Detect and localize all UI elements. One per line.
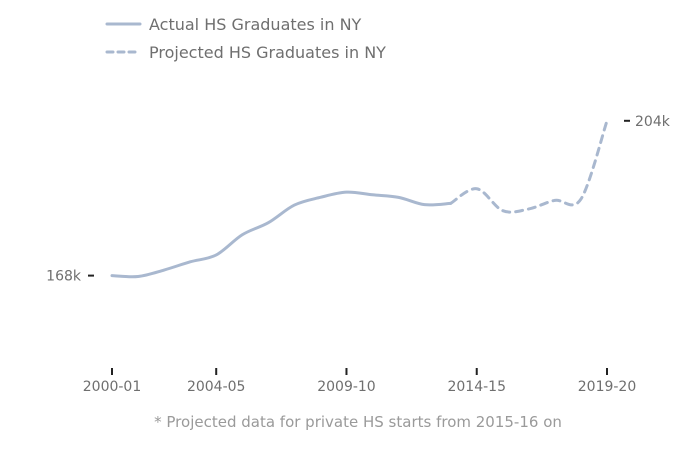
- legend-label-projected: Projected HS Graduates in NY: [149, 43, 386, 62]
- x-axis-tick-label-2014-15: 2014-15: [447, 379, 506, 395]
- endpoint-markers: 168k 204k: [46, 114, 671, 285]
- x-axis-tick-label-2019-20: 2019-20: [578, 379, 637, 395]
- data-point-projected-2018-19: [577, 195, 585, 203]
- data-point-projected-2019-20: [603, 117, 611, 125]
- data-point-actual-2012-13: [421, 201, 429, 209]
- data-point-projected-2016-17: [525, 205, 533, 213]
- series-line-projected: [449, 119, 609, 214]
- data-point-actual-2004-05: [212, 251, 220, 259]
- end-value-label: 204k: [635, 114, 671, 130]
- data-point-actual-2005-06: [238, 231, 246, 239]
- x-axis-tick-label-2009-10: 2009-10: [317, 379, 376, 395]
- series-line-actual: [110, 190, 453, 279]
- footnote: * Projected data for private HS starts f…: [154, 413, 562, 431]
- legend-label-actual: Actual HS Graduates in NY: [149, 15, 362, 34]
- data-point-projected-2015-16: [499, 207, 507, 215]
- legend: Actual HS Graduates in NY Projected HS G…: [105, 15, 386, 62]
- data-point-projected-2014-15: [473, 185, 481, 193]
- start-value-label: 168k: [46, 269, 82, 285]
- data-point-actual-2001-02: [134, 272, 142, 280]
- data-point-actual-2011-12: [395, 193, 403, 201]
- data-point-actual-2010-11: [369, 191, 377, 199]
- data-point-projected-2013-14: [447, 199, 455, 207]
- x-axis-tick-label-2004-05: 2004-05: [187, 379, 246, 395]
- data-point-actual-2002-03: [160, 266, 168, 274]
- data-point-actual-2006-07: [264, 219, 272, 227]
- plot-area: [108, 117, 611, 280]
- data-point-actual-2008-09: [316, 193, 324, 201]
- x-axis: 2000-01 2004-05 2009-10 2014-15 2019-20: [83, 368, 637, 395]
- data-point-actual-2000-01: [108, 272, 116, 280]
- data-point-actual-2009-10: [342, 188, 350, 196]
- data-point-actual-2007-08: [290, 201, 298, 209]
- data-point-projected-2017-18: [551, 196, 559, 204]
- data-point-actual-2003-04: [186, 258, 194, 266]
- x-axis-tick-label-2000-01: 2000-01: [83, 379, 142, 395]
